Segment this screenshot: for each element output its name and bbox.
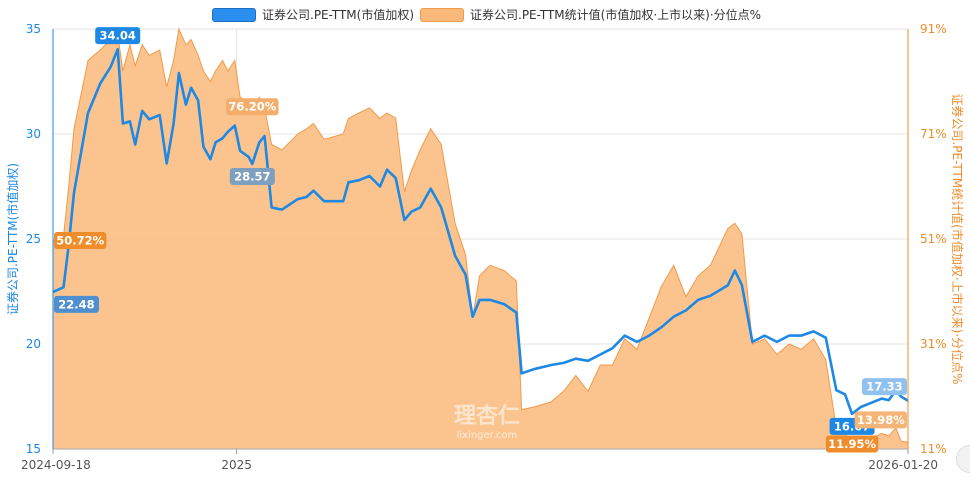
legend-label-pe: 证券公司.PE-TTM(市值加权): [262, 8, 415, 22]
y-right-tick-label: 71%: [920, 127, 947, 141]
data-label-box: [54, 295, 99, 313]
data-label-text: 34.04: [99, 29, 135, 43]
data-labels: 34.0422.4828.5716.6717.3350.72%76.20%11.…: [54, 27, 907, 453]
y-right-tick-label: 11%: [920, 442, 947, 456]
y-left-tick-label: 35: [26, 22, 41, 36]
legend-label-percentile: 证券公司.PE-TTM统计值(市值加权·上市以来)·分位点%: [470, 8, 762, 22]
percentile-area-series: [52, 27, 909, 450]
data-label-line-start: 22.48: [54, 295, 99, 313]
x-tick-label: 2026-01-20: [868, 458, 938, 472]
data-label-text: 13.98%: [857, 413, 905, 427]
data-label-box: [95, 27, 141, 45]
data-label-area-mid: 76.20%: [226, 98, 279, 116]
data-label-area-min: 11.95%: [825, 435, 879, 453]
legend-swatch-percentile: [420, 7, 464, 22]
legend-item-percentile[interactable]: 证券公司.PE-TTM统计值(市值加权·上市以来)·分位点%: [420, 6, 761, 23]
y-left-tick-label: 20: [26, 337, 41, 351]
watermark-text: 理杏仁: [454, 403, 520, 429]
data-label-line-mid: 28.57: [229, 168, 275, 186]
y-left-tick-label: 30: [26, 127, 41, 141]
data-label-text: 11.95%: [828, 437, 876, 451]
legend: 证券公司.PE-TTM(市值加权) 证券公司.PE-TTM统计值(市值加权·上市…: [0, 4, 970, 24]
legend-swatch-pe: [212, 7, 256, 22]
data-label-box: [862, 378, 907, 396]
y-right-axis-title: 证券公司.PE-TTM统计值(市值加权·上市以来)·分位点%: [950, 93, 965, 384]
data-label-text: 22.48: [58, 297, 94, 311]
data-label-box: [229, 168, 275, 186]
x-tick-label: 2025: [221, 458, 252, 472]
data-label-box: [854, 411, 907, 429]
y-right-tick-label: 91%: [920, 22, 947, 36]
data-label-area-start: 50.72%: [54, 231, 107, 249]
data-label-text: 28.57: [234, 170, 270, 184]
data-label-text: 76.20%: [228, 100, 276, 114]
percentile-area: [52, 27, 909, 450]
y-left-axis-title: 证券公司.PE-TTM(市值加权): [5, 163, 20, 315]
data-label-text: 50.72%: [56, 233, 104, 247]
data-label-area-last: 13.98%: [854, 411, 907, 429]
data-label-text: 17.33: [866, 380, 902, 394]
y-right-tick-label: 31%: [920, 337, 947, 351]
pe-line-series: [52, 47, 909, 416]
data-label-line-last: 17.33: [862, 378, 907, 396]
data-label-line-max: 34.04: [95, 27, 141, 45]
y-right-tick-label: 51%: [920, 232, 947, 246]
pe-line: [52, 47, 909, 416]
data-label-box: [825, 435, 879, 453]
data-label-box: [54, 231, 107, 249]
y-left-tick-label: 15: [26, 442, 41, 456]
data-label-box: [226, 98, 279, 116]
watermark-url: lixinger.com: [457, 430, 518, 441]
y-left-tick-label: 25: [26, 232, 41, 246]
x-tick-label: 2024-09-18: [21, 458, 91, 472]
legend-item-pe[interactable]: 证券公司.PE-TTM(市值加权): [212, 6, 414, 23]
